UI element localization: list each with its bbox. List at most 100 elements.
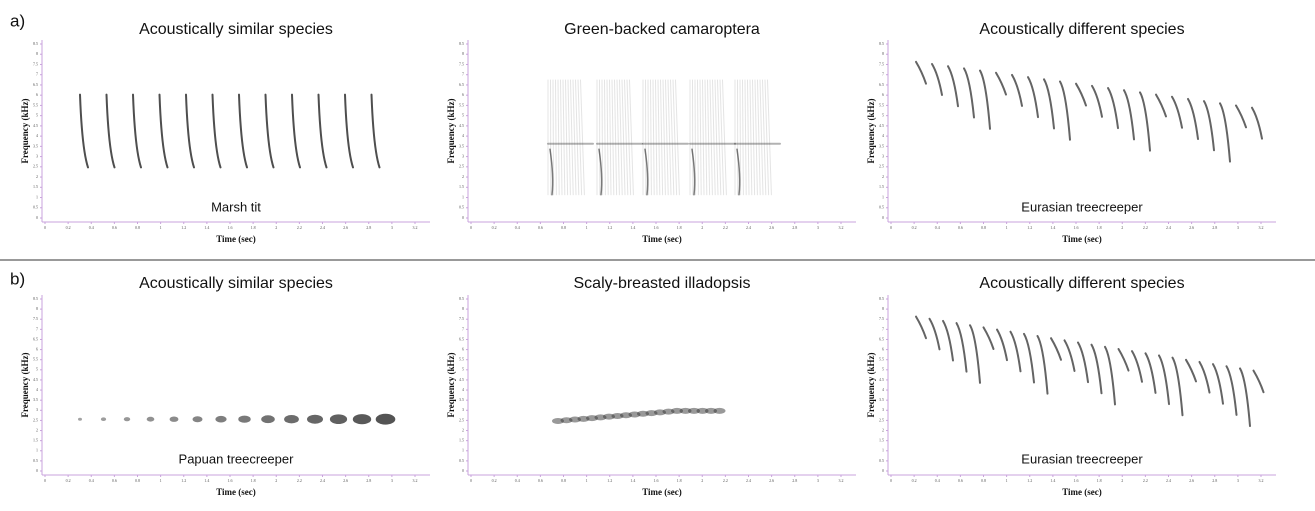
spectrogram-trace: [238, 415, 251, 423]
spectrogram-trace: [1011, 73, 1023, 107]
spectrogram-trace: [1251, 106, 1263, 140]
spectrogram-trace: [757, 79, 761, 196]
row-label: a): [10, 11, 25, 30]
y-tick-label: 6.5: [459, 336, 464, 341]
y-tick-label: 1.5: [459, 184, 464, 189]
spectrogram-trace: [329, 414, 348, 425]
y-tick-label: 3.5: [459, 397, 464, 402]
y-tick-label: 8: [882, 51, 884, 56]
y-tick-label: 7.5: [33, 316, 38, 321]
spectrogram-trace: [969, 324, 981, 384]
species-label: Eurasian treecreeper: [1021, 451, 1143, 466]
spectrogram-trace: [1252, 369, 1265, 394]
x-tick-label: 2.4: [320, 225, 325, 230]
spectrogram: [547, 79, 781, 196]
x-tick-label: 0.8: [981, 478, 986, 483]
y-axis-label: Frequency (kHz): [866, 98, 876, 163]
x-tick-label: 3: [1237, 225, 1239, 230]
spectrogram-trace: [767, 79, 772, 196]
spectrogram-trace: [655, 79, 658, 196]
x-tick-label: 3.2: [1259, 478, 1264, 483]
spectrogram-trace: [317, 93, 328, 169]
x-tick-label: 1.2: [607, 478, 612, 483]
spectrogram-trace: [192, 416, 203, 423]
spectrogram-trace: [660, 79, 664, 196]
x-tick-label: 2: [1121, 478, 1123, 483]
x-axis-label: Time (sec): [1062, 234, 1102, 244]
x-tick-label: 0: [470, 478, 472, 483]
spectrogram-trace: [580, 79, 585, 196]
x-tick-label: 1.6: [654, 225, 659, 230]
spectrogram-trace: [344, 93, 354, 169]
y-tick-label: 6: [36, 347, 38, 352]
spectrogram-trace: [707, 79, 711, 196]
x-tick-label: 0.8: [561, 478, 566, 483]
y-tick-label: 8: [882, 306, 884, 311]
y-tick-label: 6.5: [459, 82, 464, 87]
x-tick-label: 3.2: [839, 225, 844, 230]
x-tick-label: 2.4: [320, 478, 325, 483]
spectrogram-trace: [1075, 82, 1087, 107]
spectrogram-trace: [307, 414, 323, 424]
panel-title: Acoustically similar species: [139, 21, 333, 38]
y-tick-label: 5: [462, 113, 464, 118]
spectrogram-trace: [667, 79, 672, 196]
spectrogram-trace: [691, 148, 696, 196]
y-tick-label: 0: [462, 215, 464, 220]
spectrogram-trace: [996, 328, 1008, 362]
x-tick-label: 1.6: [228, 225, 233, 230]
spectrogram-trace: [1139, 91, 1151, 152]
x-axis-label: Time (sec): [216, 487, 256, 497]
spectrogram-trace: [601, 79, 604, 196]
x-tick-label: 0.4: [935, 225, 940, 230]
x-tick-label: 2.8: [792, 478, 797, 483]
x-tick-label: 1.2: [181, 478, 186, 483]
y-tick-label: 5: [36, 113, 38, 118]
x-tick-label: 0.8: [135, 478, 140, 483]
x-tick-label: 0.4: [89, 225, 94, 230]
x-tick-label: 1.8: [1097, 478, 1102, 483]
y-tick-label: 5: [882, 367, 884, 372]
x-tick-label: 2: [701, 478, 703, 483]
y-tick-label: 1: [36, 448, 38, 453]
y-tick-label: 6.5: [33, 336, 38, 341]
spectrogram-trace: [604, 79, 606, 196]
y-tick-label: 8: [462, 306, 464, 311]
spectrogram-trace: [671, 407, 683, 414]
x-tick-label: 0.6: [538, 478, 543, 483]
y-tick-label: 7: [882, 326, 884, 331]
y-axis-label: Frequency (kHz): [446, 352, 456, 417]
x-tick-label: 2.4: [746, 478, 751, 483]
y-tick-label: 6.5: [33, 82, 38, 87]
y-tick-label: 3.5: [33, 143, 38, 148]
x-tick-label: 3.2: [1259, 225, 1264, 230]
y-tick-label: 8.5: [459, 296, 464, 301]
y-tick-label: 4.5: [879, 377, 884, 382]
y-axis-label: Frequency (kHz): [866, 352, 876, 417]
x-tick-label: 1.4: [630, 225, 635, 230]
spectrogram-trace: [1187, 97, 1199, 141]
spectrogram-trace: [931, 63, 943, 96]
y-tick-label: 6: [462, 92, 464, 97]
spectrogram-trace: [79, 93, 89, 169]
x-tick-label: 0.2: [492, 478, 497, 483]
spectrogram-trace: [1123, 89, 1135, 141]
y-tick-label: 2: [462, 174, 464, 179]
y-tick-label: 8.5: [459, 41, 464, 46]
x-tick-label: 0.4: [515, 225, 520, 230]
y-tick-label: 7.5: [459, 61, 464, 66]
spectrogram-trace: [1155, 93, 1167, 118]
spectrogram-trace: [598, 148, 603, 196]
spectrogram-trace: [169, 416, 179, 422]
x-tick-label: 2.6: [343, 478, 348, 483]
y-tick-label: 6: [882, 92, 884, 97]
x-tick-label: 0.6: [958, 225, 963, 230]
spectrogram-trace: [261, 415, 275, 424]
x-tick-label: 2: [701, 225, 703, 230]
x-tick-label: 1: [1006, 478, 1008, 483]
y-tick-label: 5.5: [33, 357, 38, 362]
spectrogram-trace: [1198, 360, 1211, 394]
x-tick-label: 2.6: [1189, 478, 1194, 483]
spectrogram-trace: [657, 79, 661, 196]
